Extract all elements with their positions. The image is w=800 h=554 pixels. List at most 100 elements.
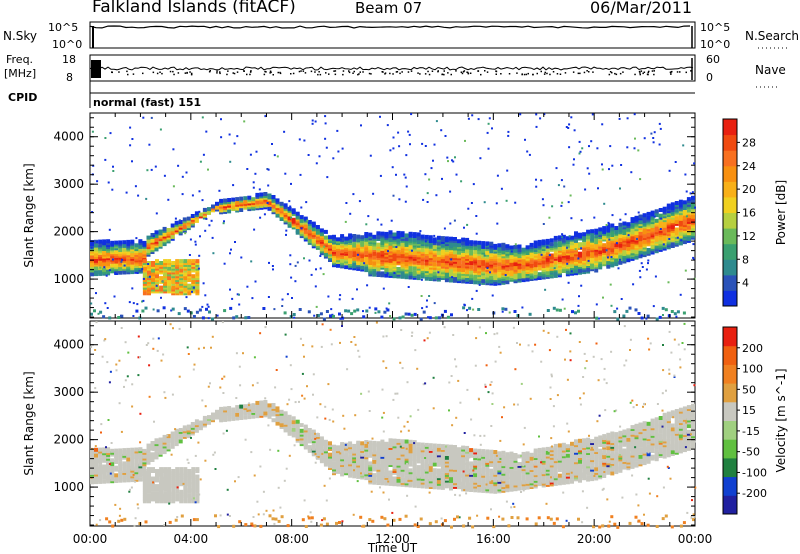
velocity-echo-cell <box>198 420 203 425</box>
power-noise-point <box>148 143 151 146</box>
velocity-echo-cell <box>372 440 377 445</box>
power-noise-point <box>454 156 456 159</box>
nave-dot <box>263 73 266 76</box>
nave-dot <box>679 71 681 73</box>
power-noise-point <box>405 185 408 188</box>
velocity-echo-cell <box>291 416 296 421</box>
power-noise-point <box>446 156 449 159</box>
power-echo-cell <box>650 210 655 215</box>
power-noise-point <box>603 202 606 205</box>
nave-dot <box>246 73 248 76</box>
power-noise-point <box>637 211 640 214</box>
power-noise-point <box>246 168 249 170</box>
velocity-echo-cell <box>404 471 409 476</box>
velocity-echo-cell <box>481 466 486 471</box>
power-clutter-point <box>528 312 532 316</box>
power-noise-point <box>216 314 219 317</box>
power-echo-cell <box>412 266 417 271</box>
power-echo-cell <box>408 231 413 236</box>
power-echo-cell <box>602 256 607 261</box>
power-noise-point <box>290 276 293 279</box>
power-noise-point <box>319 267 322 270</box>
power-noise-point <box>281 305 284 307</box>
power-echo-cell <box>154 230 159 235</box>
velocity-echo-cell <box>336 445 340 450</box>
nsearch-label: N.Search <box>745 29 799 43</box>
power-noise-point <box>610 304 613 307</box>
nave-dot <box>368 72 371 75</box>
velocity-echo-cell <box>118 448 123 453</box>
power-echo-cell <box>352 262 357 267</box>
power-noise-point <box>131 160 133 163</box>
power-noise-point <box>273 308 276 311</box>
power-noise-point <box>218 189 221 192</box>
power-echo-cell <box>602 226 607 231</box>
power-noise-point <box>356 253 359 256</box>
power-echo-cell <box>352 253 357 257</box>
power-noise-point <box>376 218 379 221</box>
nsky-label: N.Sky <box>3 29 37 43</box>
power-clutter-point <box>501 307 505 311</box>
velocity-echo-cell <box>461 479 466 484</box>
power-echo-cell <box>570 245 574 250</box>
power-noise-point <box>201 305 204 308</box>
power-noise-point <box>524 138 526 141</box>
power-patch-cell <box>187 283 192 288</box>
power-echo-cell <box>469 274 474 279</box>
nave-label: Nave <box>755 63 786 77</box>
nave-dot <box>290 73 292 75</box>
velocity-echo-cell <box>299 423 304 428</box>
power-echo-cell <box>557 241 562 246</box>
power-patch-cell <box>163 272 168 277</box>
nave-dot <box>334 70 337 72</box>
power-echo-cell <box>311 238 316 243</box>
power-echo-cell <box>517 248 522 253</box>
nave-dot <box>318 71 320 73</box>
power-echo-cell <box>646 211 651 216</box>
power-patch-cell <box>159 279 164 284</box>
power-noise-point <box>543 113 546 116</box>
power-ytick-label: 4000 <box>53 130 84 144</box>
nave-dot <box>216 72 218 74</box>
power-echo-cell <box>449 244 453 249</box>
power-noise-point <box>266 202 269 204</box>
power-noise-point <box>496 174 499 177</box>
power-noise-point <box>178 219 181 222</box>
power-patch-cell <box>179 268 184 273</box>
power-noise-point <box>693 162 696 165</box>
power-noise-point <box>351 235 353 238</box>
power-echo-cell <box>541 239 546 244</box>
velocity-echo-cell <box>247 415 252 420</box>
power-noise-point <box>374 311 377 314</box>
velocity-echo-cell <box>432 462 437 467</box>
power-noise-point <box>463 226 465 229</box>
power-clutter-point <box>655 317 659 321</box>
power-noise-point <box>616 307 619 310</box>
power-echo-cell <box>368 253 373 258</box>
power-echo-cell <box>170 227 175 232</box>
velocity-echo-cell <box>404 475 409 480</box>
power-noise-point <box>506 169 509 172</box>
velocity-echo-cell <box>457 451 461 455</box>
power-echo-cell <box>582 232 587 237</box>
power-noise-point <box>365 223 368 226</box>
power-echo-cell <box>642 228 647 233</box>
power-clutter-point <box>138 316 142 320</box>
power-noise-point <box>535 185 538 188</box>
power-noise-point <box>159 128 162 131</box>
power-noise-point <box>580 284 583 287</box>
power-echo-cell <box>682 200 687 205</box>
power-noise-point <box>129 144 132 147</box>
power-echo-cell <box>303 229 308 234</box>
velocity-echo-cell <box>449 473 453 478</box>
power-noise-point <box>199 235 201 238</box>
velocity-echo-cell <box>186 424 191 429</box>
power-echo-cell <box>307 225 312 230</box>
nave-dot <box>348 70 350 72</box>
power-echo-cell <box>420 234 425 239</box>
power-noise-point <box>325 146 328 149</box>
velocity-echo-cell <box>529 452 534 457</box>
power-echo-cell <box>509 245 514 250</box>
power-echo-cell <box>372 234 377 239</box>
nave-dot <box>532 73 534 76</box>
